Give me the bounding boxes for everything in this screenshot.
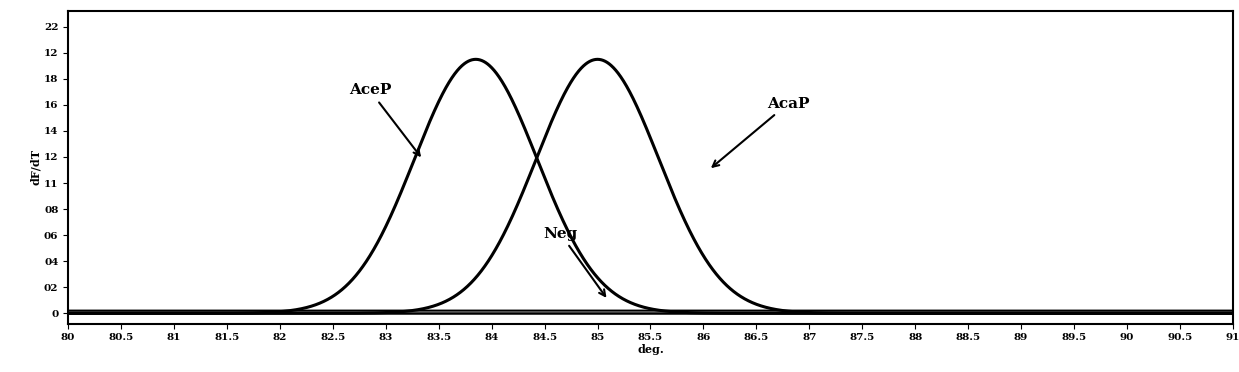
X-axis label: deg.: deg. — [637, 344, 664, 355]
Text: Neg: Neg — [544, 227, 605, 296]
Y-axis label: dF/dT: dF/dT — [30, 150, 41, 185]
Text: AceP: AceP — [348, 83, 420, 155]
Text: AcaP: AcaP — [712, 96, 809, 167]
